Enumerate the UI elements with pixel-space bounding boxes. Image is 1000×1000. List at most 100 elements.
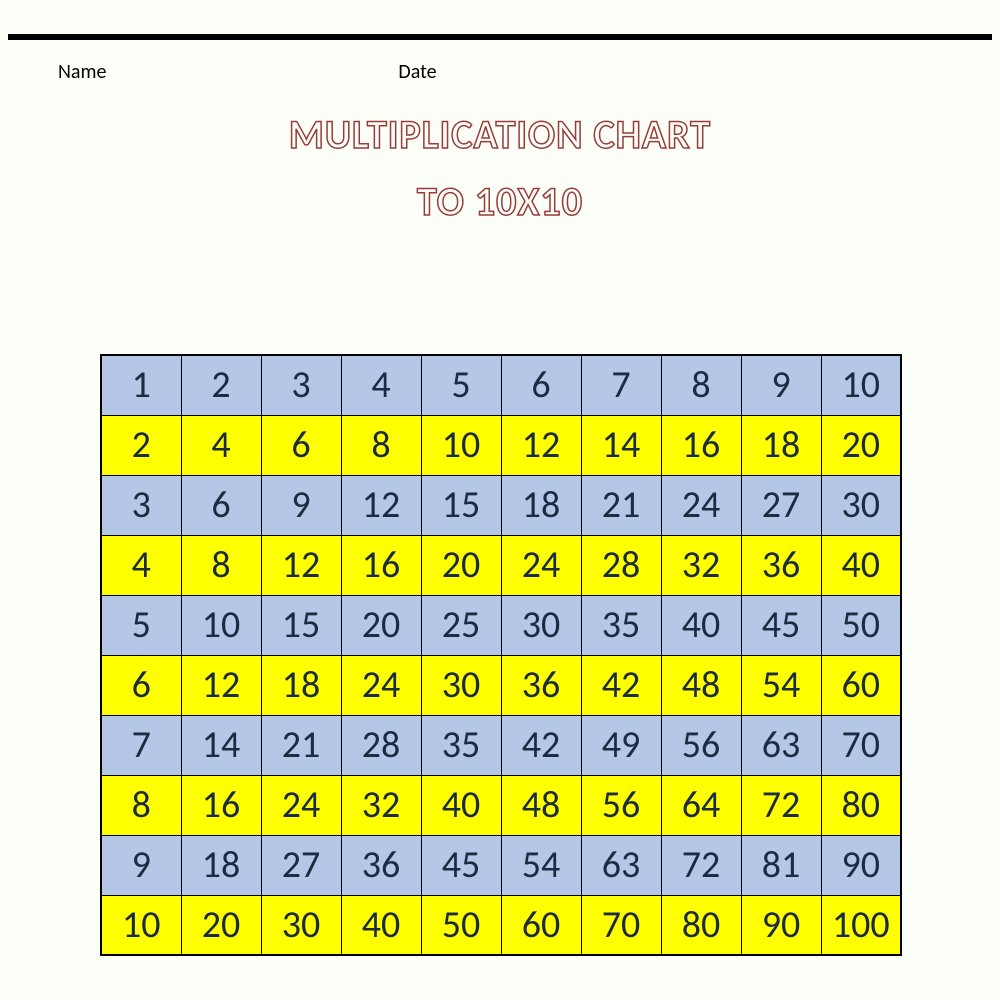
- table-cell: 10: [181, 595, 261, 655]
- table-cell: 40: [661, 595, 741, 655]
- table-cell: 3: [261, 355, 341, 415]
- table-cell: 72: [661, 835, 741, 895]
- table-cell: 2: [101, 415, 181, 475]
- table-cell: 42: [581, 655, 661, 715]
- table-cell: 30: [501, 595, 581, 655]
- table-cell: 32: [341, 775, 421, 835]
- table-cell: 80: [661, 895, 741, 955]
- table-cell: 4: [341, 355, 421, 415]
- table-cell: 81: [741, 835, 821, 895]
- table-cell: 27: [741, 475, 821, 535]
- table-cell: 20: [821, 415, 901, 475]
- table-cell: 48: [661, 655, 741, 715]
- table-cell: 16: [181, 775, 261, 835]
- table-cell: 90: [821, 835, 901, 895]
- table-cell: 14: [181, 715, 261, 775]
- table-cell: 5: [421, 355, 501, 415]
- header-labels: Name Date: [0, 60, 1000, 84]
- table-row: 36912151821242730: [101, 475, 901, 535]
- table-row: 102030405060708090100: [101, 895, 901, 955]
- table-cell: 24: [261, 775, 341, 835]
- table-cell: 14: [581, 415, 661, 475]
- table-row: 9182736455463728190: [101, 835, 901, 895]
- table-cell: 40: [821, 535, 901, 595]
- table-cell: 10: [101, 895, 181, 955]
- table-cell: 20: [421, 535, 501, 595]
- table-cell: 12: [501, 415, 581, 475]
- table-cell: 20: [341, 595, 421, 655]
- table-row: 8162432404856647280: [101, 775, 901, 835]
- table-cell: 63: [741, 715, 821, 775]
- table-cell: 6: [101, 655, 181, 715]
- table-cell: 60: [821, 655, 901, 715]
- table-cell: 64: [661, 775, 741, 835]
- table-cell: 5: [101, 595, 181, 655]
- table-cell: 24: [501, 535, 581, 595]
- table-cell: 9: [741, 355, 821, 415]
- table-cell: 18: [501, 475, 581, 535]
- table-cell: 7: [581, 355, 661, 415]
- table-cell: 24: [661, 475, 741, 535]
- table-cell: 50: [821, 595, 901, 655]
- table-cell: 16: [341, 535, 421, 595]
- table-cell: 70: [581, 895, 661, 955]
- table-cell: 100: [821, 895, 901, 955]
- table-cell: 18: [261, 655, 341, 715]
- table-cell: 42: [501, 715, 581, 775]
- table-cell: 27: [261, 835, 341, 895]
- table-row: 7142128354249566370: [101, 715, 901, 775]
- table-cell: 35: [421, 715, 501, 775]
- table-cell: 15: [261, 595, 341, 655]
- multiplication-table: 1234567891024681012141618203691215182124…: [100, 354, 902, 956]
- table-cell: 70: [821, 715, 901, 775]
- table-cell: 24: [341, 655, 421, 715]
- table-cell: 6: [501, 355, 581, 415]
- table-cell: 3: [101, 475, 181, 535]
- table-cell: 35: [581, 595, 661, 655]
- table-cell: 54: [741, 655, 821, 715]
- table-cell: 36: [341, 835, 421, 895]
- table-cell: 60: [501, 895, 581, 955]
- table-cell: 80: [821, 775, 901, 835]
- table-row: 2468101214161820: [101, 415, 901, 475]
- table-cell: 36: [501, 655, 581, 715]
- table-cell: 7: [101, 715, 181, 775]
- title-line-1: MULTIPLICATION CHART: [289, 110, 711, 159]
- table-cell: 1: [101, 355, 181, 415]
- table-cell: 12: [341, 475, 421, 535]
- table-cell: 50: [421, 895, 501, 955]
- table-row: 12345678910: [101, 355, 901, 415]
- table-cell: 8: [341, 415, 421, 475]
- table-cell: 56: [581, 775, 661, 835]
- table-cell: 40: [341, 895, 421, 955]
- table-cell: 30: [421, 655, 501, 715]
- table-cell: 8: [101, 775, 181, 835]
- table-cell: 54: [501, 835, 581, 895]
- top-rule: [8, 34, 992, 40]
- table-row: 6121824303642485460: [101, 655, 901, 715]
- table-cell: 10: [821, 355, 901, 415]
- table-cell: 63: [581, 835, 661, 895]
- title-block: MULTIPLICATION CHART TO 10X10: [0, 110, 1000, 226]
- table-cell: 21: [261, 715, 341, 775]
- table-cell: 2: [181, 355, 261, 415]
- table-cell: 49: [581, 715, 661, 775]
- table-cell: 45: [421, 835, 501, 895]
- table-cell: 90: [741, 895, 821, 955]
- table-cell: 56: [661, 715, 741, 775]
- table-cell: 28: [341, 715, 421, 775]
- table-cell: 10: [421, 415, 501, 475]
- title-line-2: TO 10X10: [417, 177, 583, 226]
- table-cell: 6: [261, 415, 341, 475]
- table-cell: 45: [741, 595, 821, 655]
- table-cell: 20: [181, 895, 261, 955]
- table-cell: 30: [261, 895, 341, 955]
- table-cell: 16: [661, 415, 741, 475]
- table-cell: 9: [101, 835, 181, 895]
- table-cell: 4: [181, 415, 261, 475]
- table-cell: 21: [581, 475, 661, 535]
- date-label: Date: [398, 60, 436, 84]
- table-cell: 32: [661, 535, 741, 595]
- table-cell: 48: [501, 775, 581, 835]
- table-cell: 72: [741, 775, 821, 835]
